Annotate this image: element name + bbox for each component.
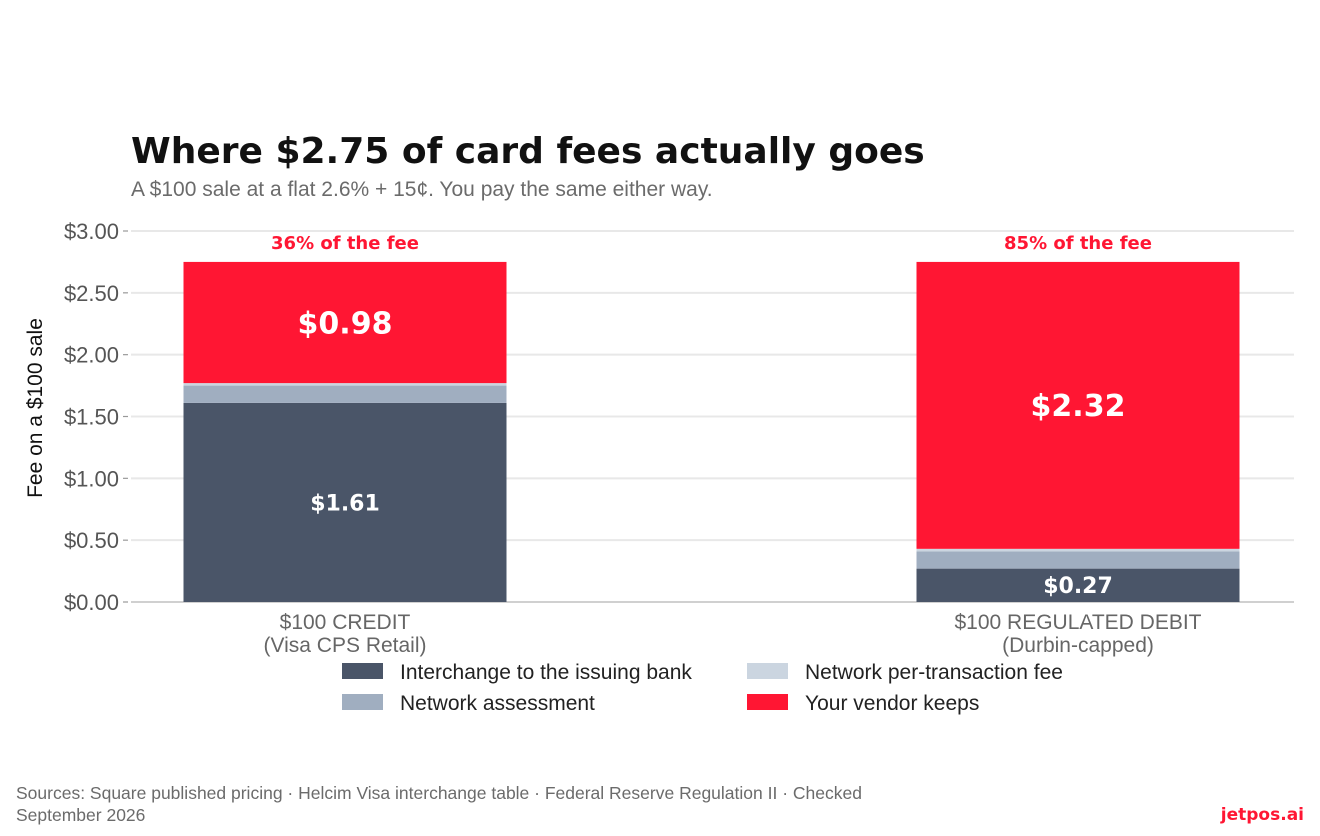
y-tick-label: $0.50: [64, 528, 119, 553]
chart-title: Where $2.75 of card fees actually goes: [131, 131, 925, 172]
bar-segment: [916, 551, 1240, 569]
y-tick-label: $2.50: [64, 281, 119, 306]
x-tick-sublabel: (Durbin-capped): [1002, 634, 1154, 657]
data-labels: $1.61 $0.98 36% of the fee $0.27 $2.32 85% of…: [271, 233, 1152, 599]
x-tick-label: $100 CREDIT: [280, 611, 411, 634]
legend-swatch: [342, 663, 383, 679]
bar-segment: [183, 261, 507, 384]
data-label: $2.32: [1031, 389, 1126, 424]
y-tick-label: $1.00: [64, 466, 119, 491]
data-label: $0.98: [298, 306, 393, 341]
legend-label: Interchange to the issuing bank: [400, 661, 692, 684]
share-annotation: 36% of the fee: [271, 233, 419, 254]
sources-footnote: Sources: Square published pricing · Helc…: [16, 783, 862, 825]
bar-segment: [916, 568, 1240, 602]
bars: [183, 261, 1240, 602]
legend-swatch: [342, 694, 383, 710]
legend-label: Your vendor keeps: [805, 692, 979, 715]
y-axis-label: Fee on a $100 sale: [24, 318, 47, 498]
data-label: $1.61: [310, 491, 380, 516]
x-axis: $100 CREDIT(Visa CPS Retail) $100 REGULAT…: [264, 611, 1202, 657]
x-tick-sublabel: (Visa CPS Retail): [264, 634, 427, 657]
y-tick-label: $3.00: [64, 219, 119, 244]
bar-segment: [183, 402, 507, 602]
bar-segment: [183, 383, 507, 386]
bar-segment: [183, 385, 507, 403]
bar-segment: [916, 261, 1240, 549]
legend: Interchange to the issuing bank Network p…: [342, 661, 1063, 715]
data-label: $0.27: [1043, 574, 1113, 599]
chart-subtitle: A $100 sale at a flat 2.6% + 15¢. You pa…: [131, 178, 713, 201]
legend-label: Network assessment: [400, 692, 595, 715]
legend-swatch: [747, 694, 788, 710]
y-tick-label: $2.00: [64, 343, 119, 368]
x-tick-label: $100 REGULATED DEBIT: [954, 611, 1201, 634]
bar-segment: [916, 548, 1240, 552]
legend-label: Network per-transaction fee: [805, 661, 1063, 684]
y-tick-label: $1.50: [64, 405, 119, 430]
legend-swatch: [747, 663, 788, 679]
brand-logo-text[interactable]: jetpos.ai: [1220, 805, 1304, 825]
y-tick-label: $0.00: [64, 590, 119, 615]
share-annotation: 85% of the fee: [1004, 233, 1152, 254]
